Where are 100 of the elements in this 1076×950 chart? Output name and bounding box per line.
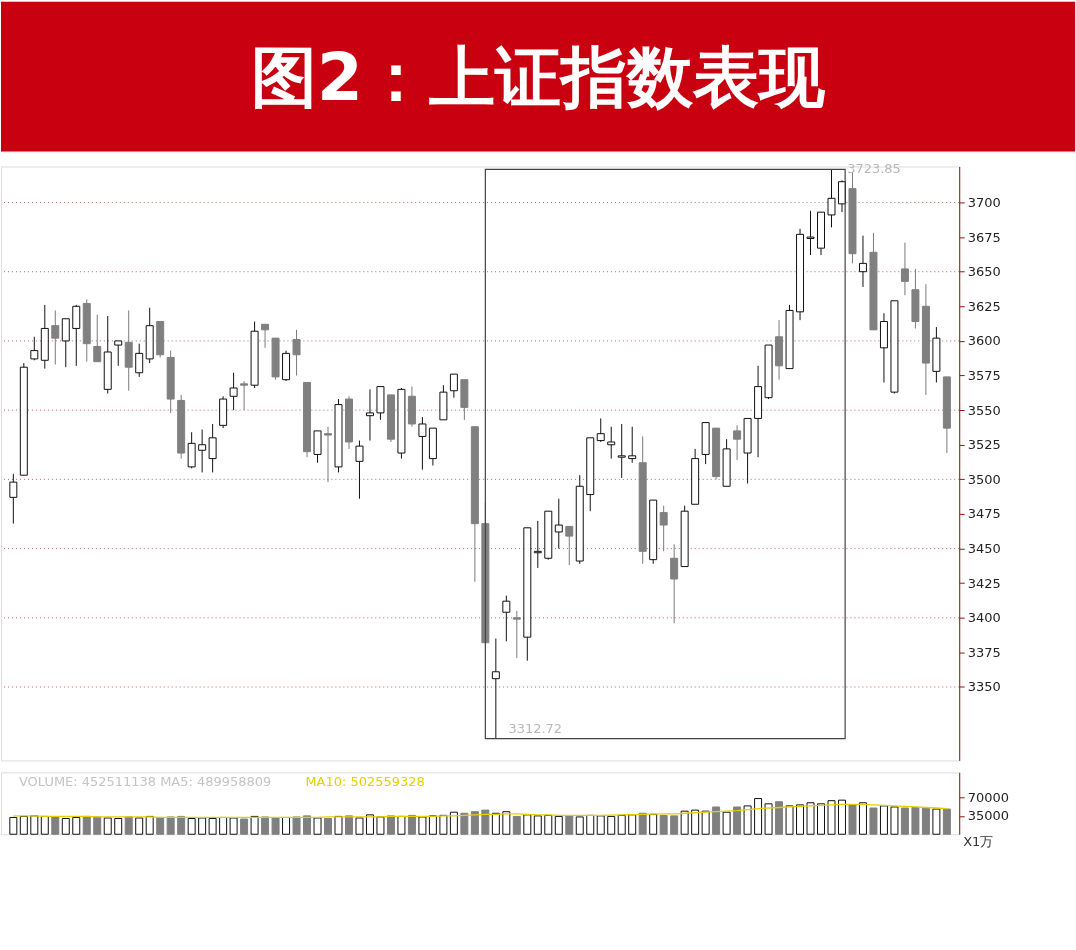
bar <box>942 808 951 835</box>
candlestick <box>198 429 207 473</box>
bar <box>512 815 521 835</box>
y-tick-label: 3650 <box>967 264 1001 280</box>
annotation: 3312.72 <box>508 720 563 736</box>
bar <box>103 817 112 835</box>
y-tick-label: 3625 <box>967 298 1001 314</box>
bar <box>533 815 542 835</box>
bar <box>30 815 39 835</box>
candlestick <box>628 426 637 464</box>
candlestick <box>51 309 60 365</box>
bar <box>135 817 144 835</box>
candlestick <box>261 323 270 349</box>
bar <box>386 815 395 835</box>
y-tick-label: 3550 <box>967 402 1001 418</box>
bar <box>806 802 815 835</box>
bar <box>565 815 574 835</box>
candlestick <box>9 473 18 525</box>
candlestick <box>806 210 815 256</box>
text: X1万 <box>963 834 994 850</box>
bar <box>72 816 81 835</box>
bar <box>418 816 427 835</box>
candlestick <box>355 440 364 500</box>
bar <box>712 806 721 835</box>
candlestick <box>607 426 616 460</box>
candlestick <box>61 318 70 368</box>
bar <box>303 815 312 835</box>
bar <box>680 810 689 835</box>
bar <box>691 809 700 835</box>
candlestick <box>449 373 458 399</box>
bar <box>229 817 238 835</box>
candlestick <box>565 525 574 566</box>
bar <box>198 817 207 835</box>
y-tick-label: 3375 <box>967 644 1001 660</box>
bar <box>449 811 458 835</box>
chart-title: 图2：上证指数表现 <box>251 38 826 116</box>
bar <box>502 811 511 835</box>
y-tick-label: 3525 <box>967 437 1001 453</box>
bar <box>932 808 941 835</box>
bar <box>879 805 888 835</box>
bar <box>460 812 469 835</box>
bar <box>754 798 763 835</box>
y-tick-label: 3450 <box>967 541 1001 557</box>
y-tick-label: 3600 <box>967 333 1001 349</box>
bar <box>659 814 668 835</box>
line-series <box>12 803 948 819</box>
candlestick <box>72 304 81 367</box>
candlestick <box>114 340 123 367</box>
bar <box>93 816 102 835</box>
bar <box>355 817 364 835</box>
text: MA10: 502559328 <box>305 774 425 790</box>
bar <box>638 812 647 835</box>
annotation: 3723.85 <box>847 161 901 177</box>
y-tick-label: 3675 <box>967 229 1001 245</box>
candlestick <box>418 416 427 471</box>
candlestick <box>365 388 374 442</box>
bar <box>911 806 920 835</box>
bar <box>764 803 773 835</box>
candlestick <box>827 168 836 228</box>
bar <box>481 809 490 835</box>
candlestick <box>900 242 909 296</box>
bar <box>607 815 616 835</box>
bar <box>838 799 846 835</box>
bar <box>61 818 70 835</box>
bar <box>649 813 658 835</box>
bar <box>733 806 742 835</box>
bar <box>869 807 878 835</box>
bar <box>491 812 500 835</box>
y-tick-label: 3700 <box>967 194 1001 210</box>
candlestick <box>659 505 668 552</box>
y-tick-label: 3500 <box>967 471 1001 487</box>
bar <box>596 815 605 835</box>
bar <box>208 818 217 835</box>
candlestick <box>292 329 301 377</box>
bar <box>187 818 196 835</box>
y-tick-label: 70000 <box>967 790 1009 806</box>
candlestick <box>670 543 679 624</box>
annotation: VOLUME: 452511138 MA5: 489958809 <box>18 774 272 790</box>
bar <box>827 800 836 835</box>
bar <box>407 814 416 835</box>
bar <box>166 816 175 835</box>
bar <box>376 816 385 835</box>
bar <box>82 815 91 835</box>
y-tick-label: 3400 <box>967 610 1001 626</box>
bar <box>848 804 857 835</box>
y-tick-label: 3575 <box>967 368 1001 384</box>
candlestick <box>491 638 500 740</box>
candlestick <box>229 372 238 411</box>
bar <box>177 815 186 835</box>
candlestick <box>733 424 742 461</box>
bar <box>114 818 123 835</box>
y-tick-label: 3425 <box>967 575 1001 591</box>
candlestick <box>313 430 322 464</box>
y-tick-label: 3350 <box>967 679 1001 695</box>
bar <box>313 817 322 835</box>
candlestick <box>858 235 867 288</box>
bar <box>617 814 626 835</box>
bar <box>858 802 867 835</box>
bar <box>523 814 532 835</box>
candlestick <box>502 595 511 642</box>
